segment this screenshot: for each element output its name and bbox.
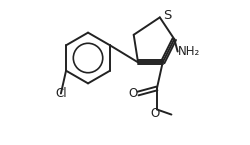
Text: NH₂: NH₂ — [178, 45, 201, 58]
Text: O: O — [129, 87, 138, 100]
Text: Cl: Cl — [55, 87, 67, 100]
Text: O: O — [150, 107, 160, 120]
Text: S: S — [163, 9, 171, 22]
